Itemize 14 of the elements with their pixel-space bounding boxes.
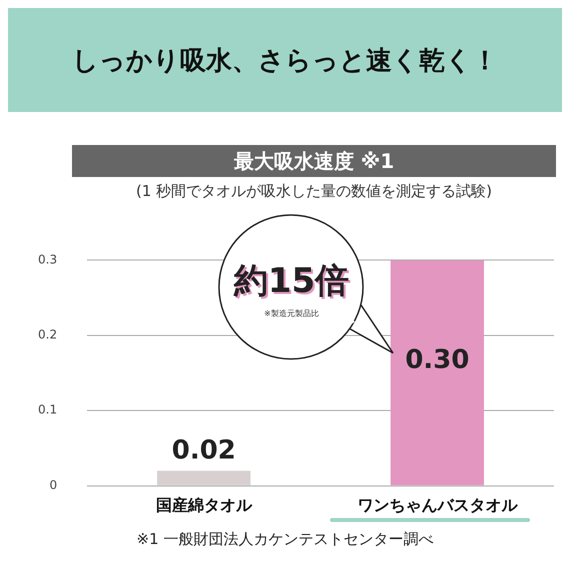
x-tick-label: ワンちゃんバスタオル [357, 496, 518, 515]
x-tick-label: 国産綿タオル [156, 496, 253, 515]
chart-subtitle: 最大吸水速度 ※1 [234, 148, 394, 174]
chart-title: しっかり吸水、さらっと速く乾く！ [72, 44, 498, 78]
text: ※1 一般財団法人カケンテストセンター調べ [136, 530, 434, 549]
data-label: 0.02 [172, 436, 236, 466]
y-tick-label: 0 [49, 478, 58, 492]
text: (1 秒間でタオルが吸水した量の数値を測定する試験) [134, 182, 493, 201]
annotation: 約15倍 [232, 260, 350, 303]
y-tick-label: 0.3 [38, 252, 58, 266]
y-tick-label: 0.2 [38, 328, 58, 342]
data-label: 0.30 [405, 345, 470, 376]
y-tick-label: 0.1 [38, 402, 58, 417]
annotation: ※製造元製品比 [263, 308, 320, 319]
